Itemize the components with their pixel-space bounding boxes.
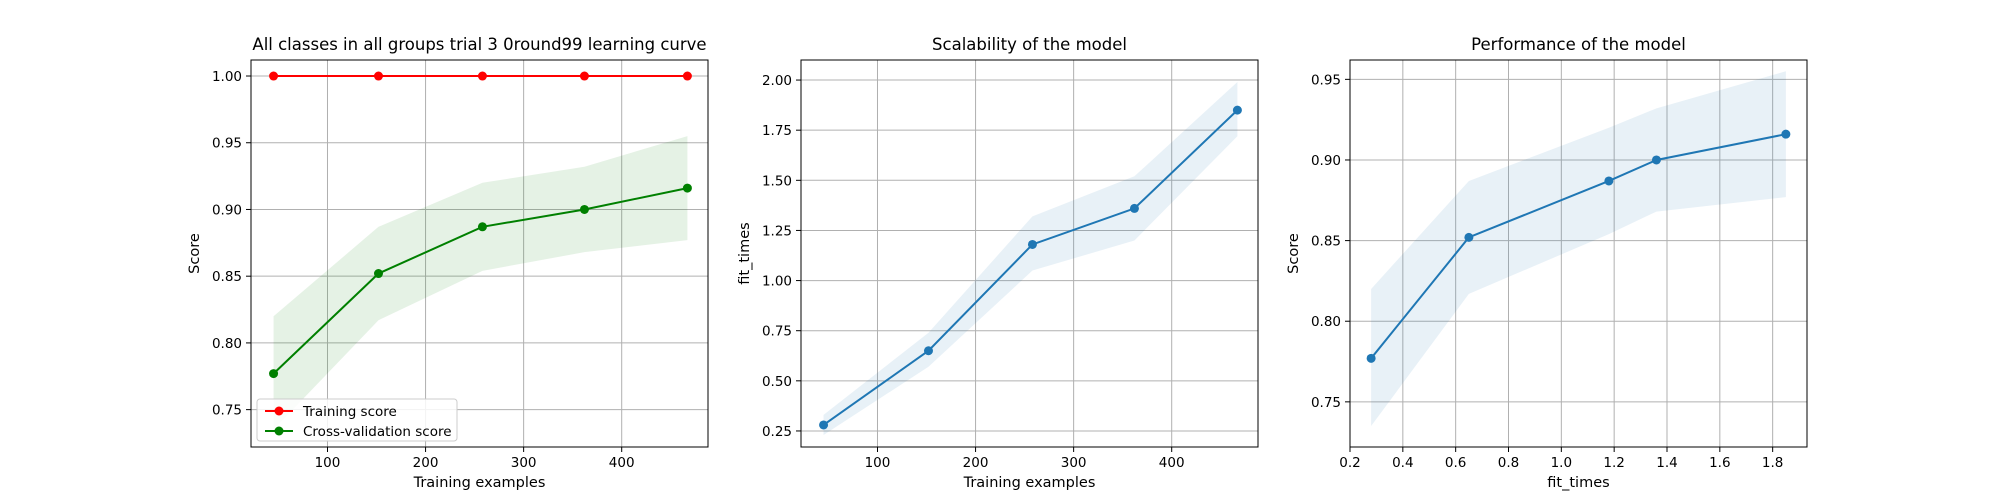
data-point [477,222,487,232]
x-tick-label: 200 [963,455,989,471]
legend-label-cross-validation: Cross-validation score [303,424,452,440]
y-tick-label: 1.00 [762,274,792,290]
x-tick-label: 200 [413,455,439,471]
axes-frame [250,59,709,448]
x-tick-label: 100 [865,455,891,471]
y-tick-label: 0.80 [1311,314,1341,330]
x-tick-label: 0.6 [1445,455,1466,471]
y-tick-label: 0.85 [1311,234,1341,250]
chart-title: Performance of the model [1471,35,1686,54]
axes-frame [800,59,1259,448]
legend: Training score Cross-validation score [256,398,458,442]
data-point [682,71,692,81]
x-tick-label: 300 [511,455,537,471]
x-tick-label: 1.8 [1762,455,1783,471]
y-tick-label: 0.85 [212,269,242,285]
y-tick-label: 0.25 [762,424,792,440]
y-tick-label: 0.75 [1311,395,1341,411]
y-tick-label: 2.00 [762,73,792,89]
y-tick-label: 0.80 [212,336,242,352]
y-tick-label: 0.95 [212,136,242,152]
legend-label-training: Training score [302,404,397,420]
legend-marker-training [274,406,284,416]
data-point [1651,155,1661,165]
data-point [579,71,589,81]
data-point [1129,203,1139,213]
data-point [1604,176,1614,186]
chart-title: All classes in all groups trial 3 0round… [252,35,706,54]
x-axis-label: fit_times [1547,475,1609,491]
data-point [579,204,589,214]
x-tick-label: 1.0 [1551,455,1572,471]
data-point [373,269,383,279]
x-tick-label: 1.6 [1709,455,1730,471]
confidence-band [1371,71,1786,427]
y-tick-label: 1.25 [762,223,792,239]
chart-panel-performance: 0.2 0.4 0.6 0.8 1.0 1.2 1.4 1.6 1.8 0.75 0.80 0.85 0… [1286,35,1808,491]
y-tick-label: 1.50 [762,173,792,189]
data-point [1464,232,1474,242]
data-point [1232,105,1242,115]
y-tick-label: 0.95 [1311,72,1341,88]
legend-marker-cross-validation [274,426,284,436]
x-axis-label: Training examples [413,475,546,491]
data-point [819,420,829,430]
x-tick-label: 1.2 [1603,455,1624,471]
y-tick-label: 0.90 [1311,153,1341,169]
data-point [682,183,692,193]
legend-box [256,398,458,442]
data-point [269,369,279,379]
x-tick-label: 400 [1159,455,1185,471]
y-axis-label: Score [1286,233,1302,274]
x-tick-label: 0.2 [1339,455,1360,471]
data-point [923,346,933,356]
data-point [477,71,487,81]
data-point [269,71,279,81]
chart-title: Scalability of the model [932,35,1127,54]
chart-panel-learning-curve: 100 200 300 400 0.75 0.80 0.85 0.90 0.95 1.00 All … [187,35,709,491]
data-point [373,71,383,81]
x-tick-label: 100 [315,455,341,471]
y-tick-label: 0.75 [762,324,792,340]
chart-panel-scalability: 100 200 300 400 0.25 0.50 0.75 1.00 1.25 1.50 1.75… [737,35,1259,491]
x-tick-label: 1.4 [1656,455,1677,471]
y-axis-label: fit_times [737,222,753,284]
gridlines [801,60,1258,447]
x-tick-label: 300 [1061,455,1087,471]
x-tick-label: 400 [609,455,635,471]
data-point [1027,239,1037,249]
y-axis-label: Score [187,233,203,274]
y-tick-label: 0.90 [212,202,242,218]
x-tick-label: 0.4 [1392,455,1413,471]
y-tick-label: 0.75 [212,403,242,419]
y-tick-label: 1.75 [762,123,792,139]
x-tick-label: 0.8 [1498,455,1519,471]
axes-frame [1349,59,1808,448]
data-point [1781,129,1791,139]
y-tick-label: 1.00 [212,69,242,85]
y-tick-label: 0.50 [762,374,792,390]
data-point [1366,353,1376,363]
x-axis-label: Training examples [963,475,1096,491]
